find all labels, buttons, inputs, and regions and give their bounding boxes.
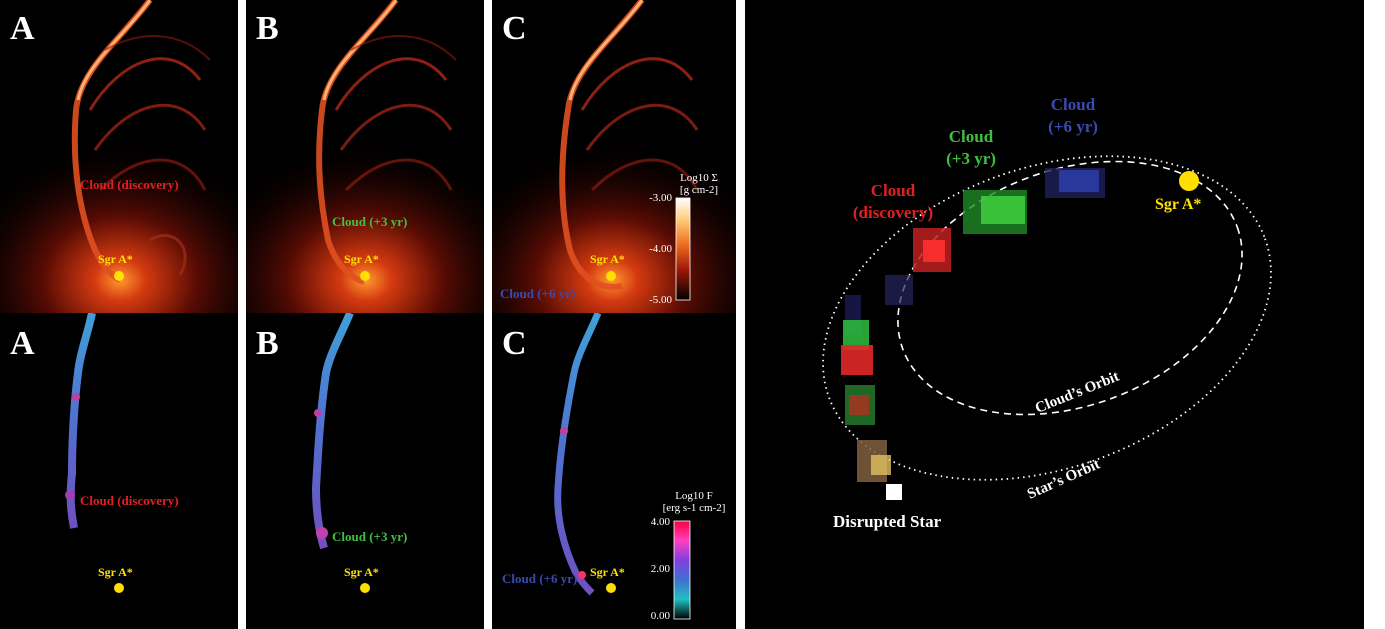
- sgr-a-marker: [606, 583, 616, 593]
- density-map-b: [246, 0, 484, 313]
- cloud-6yr-line2: (+6 yr): [1048, 117, 1098, 136]
- cloud-label-discovery: Cloud (discovery): [80, 177, 179, 192]
- cloud-3yr-label: Cloud (+3 yr): [931, 126, 1011, 170]
- panel-label: C: [502, 325, 527, 362]
- flux-tick: 4.00: [650, 516, 670, 528]
- sgr-a-label: Sgr A*: [98, 565, 133, 579]
- density-tick: -3.00: [649, 192, 672, 204]
- flux-panel-a: A Cloud (discovery) Sgr A*: [0, 313, 238, 629]
- sgr-a-marker: [1179, 171, 1199, 191]
- sgr-a-label: Sgr A*: [344, 565, 379, 579]
- density-tick: -5.00: [649, 294, 672, 306]
- sgr-a-marker: [360, 583, 370, 593]
- flux-colorbar-title: Log10 F [erg s-1 cm-2]: [652, 490, 736, 514]
- cloud-label-plus6: Cloud (+6 yr): [500, 286, 576, 301]
- density-tick: -4.00: [649, 243, 672, 255]
- density-panel-a: A Cloud (discovery) Sgr A*: [0, 0, 238, 313]
- flux-colorbar-title-line1: Log10 F: [675, 490, 713, 502]
- density-colorbar-title: Log10 Σ [g cm-2]: [668, 172, 730, 196]
- cloud-label-discovery: Cloud (discovery): [80, 493, 179, 508]
- cloud-3yr-line2: (+3 yr): [946, 149, 996, 168]
- panel-label: B: [256, 10, 279, 47]
- flux-panel-b: B Cloud (+3 yr) Sgr A*: [246, 313, 484, 629]
- panel-label: A: [10, 10, 35, 47]
- flux-map-b: [311, 313, 354, 550]
- flux-map-c: [554, 313, 691, 620]
- density-map-c: [492, 0, 736, 313]
- density-map-a: [0, 0, 238, 313]
- stars-orbit-path: [822, 155, 1272, 481]
- orbit-diagram: [822, 155, 1272, 500]
- cloud-discovery-line2: (discovery): [852, 203, 934, 222]
- cloud-discovery-line1: Cloud: [870, 181, 916, 200]
- density-colorbar-title-line2: [g cm-2]: [679, 184, 719, 196]
- flux-tick: 0.00: [650, 610, 670, 622]
- cloud-label-plus3: Cloud (+3 yr): [332, 214, 408, 229]
- sgr-a-marker: [114, 271, 124, 281]
- flux-map-a: [65, 313, 96, 529]
- panel-label: A: [10, 325, 35, 362]
- cloud-6yr-line1: Cloud: [1050, 95, 1096, 114]
- cloud-3yr-line1: Cloud: [948, 127, 994, 146]
- density-panel-b: B Cloud (+3 yr) Sgr A*: [246, 0, 484, 313]
- sgr-a-label: Sgr A*: [344, 252, 379, 266]
- cloud-discovery-label: Cloud (discovery): [833, 180, 953, 224]
- sgr-a-marker: [606, 271, 616, 281]
- disrupted-star-marker: [886, 484, 902, 500]
- panel-label: C: [502, 10, 527, 47]
- sgr-a-label: Sgr A*: [590, 252, 625, 266]
- clouds-orbit-path: [897, 160, 1243, 416]
- cloud-label-plus3: Cloud (+3 yr): [332, 529, 408, 544]
- orbit-panel: Cloud (discovery) Cloud (+3 yr) Cloud (+…: [745, 0, 1364, 629]
- sgr-a-marker: [360, 271, 370, 281]
- sgr-a-label: Sgr A*: [590, 565, 625, 579]
- flux-panel-c: C Cloud (+6 yr) Sgr A* Log10 F [erg s-1 …: [492, 313, 736, 629]
- cloud-6yr-label: Cloud (+6 yr): [1033, 94, 1113, 138]
- sgr-a-label: Sgr A*: [1155, 196, 1202, 213]
- disrupted-star-label: Disrupted Star: [833, 512, 942, 531]
- cloud-label-plus6: Cloud (+6 yr): [502, 571, 578, 586]
- flux-colorbar-title-line2: [erg s-1 cm-2]: [662, 502, 726, 514]
- flux-tick: 2.00: [650, 563, 670, 575]
- density-panel-c: C Cloud (+6 yr) Sgr A* Log10 Σ [g cm-2] …: [492, 0, 736, 313]
- density-colorbar: [675, 197, 691, 301]
- sgr-a-label: Sgr A*: [98, 252, 133, 266]
- panel-label: B: [256, 325, 279, 362]
- sgr-a-marker: [114, 583, 124, 593]
- density-colorbar-title-line1: Log10 Σ: [680, 172, 718, 184]
- flux-colorbar: [673, 520, 691, 620]
